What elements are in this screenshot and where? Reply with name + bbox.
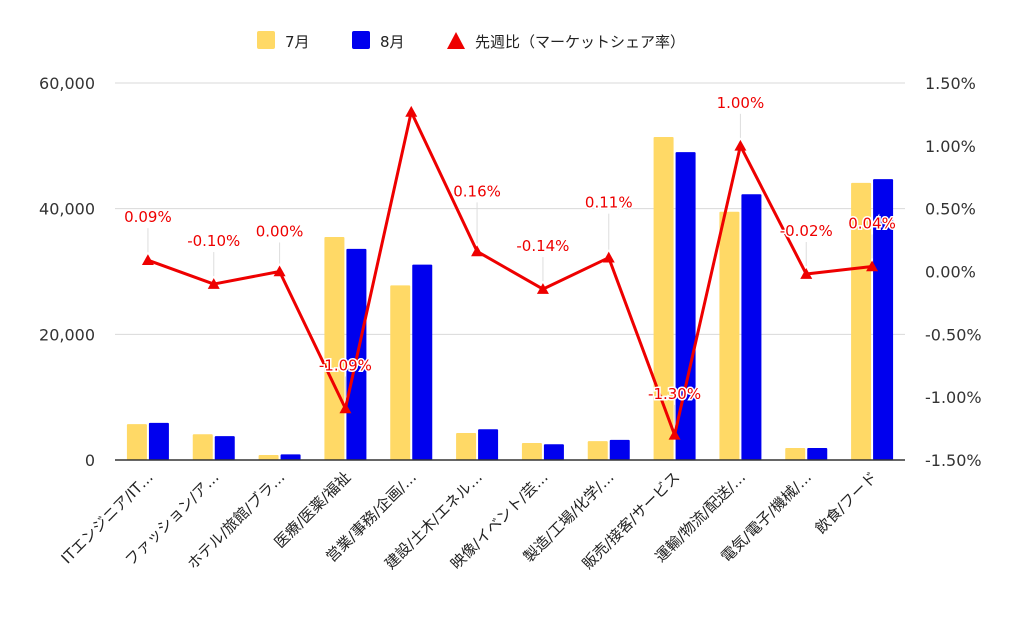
- bar-jul: [653, 137, 674, 460]
- bar-aug: [609, 439, 630, 460]
- data-label: 0.04%: [848, 214, 896, 232]
- data-label: -1.30%: [648, 385, 701, 403]
- line-point-marker: [866, 260, 879, 272]
- y-right-tick-label: -1.50%: [925, 451, 982, 470]
- bar-jul: [851, 182, 872, 460]
- bar-aug: [214, 436, 235, 460]
- line-point-marker: [471, 245, 484, 257]
- bar-aug: [148, 422, 169, 460]
- bar-jul: [390, 285, 411, 460]
- data-label: 0.00%: [256, 223, 304, 241]
- line-point-marker: [141, 254, 154, 265]
- bar-jul: [456, 432, 477, 460]
- bar-aug: [543, 444, 564, 460]
- y-right-tick-label: -1.00%: [925, 388, 982, 407]
- y-left-tick-label: 60,000: [39, 74, 95, 93]
- bar-aug: [741, 194, 762, 460]
- bar-aug: [280, 454, 301, 460]
- data-label: -1.09%: [319, 356, 372, 374]
- data-label: 0.09%: [124, 208, 172, 226]
- y-right-tick-label: 0.50%: [925, 200, 976, 219]
- data-label: 0.16%: [453, 182, 501, 200]
- y-right-tick-label: 0.00%: [925, 263, 976, 282]
- legend-label: 8月: [380, 33, 405, 51]
- bar-jul: [126, 424, 147, 460]
- bar-aug: [873, 179, 894, 460]
- y-left-tick-label: 20,000: [39, 325, 95, 344]
- legend-label: 7月: [285, 33, 310, 51]
- bar-jul: [192, 434, 213, 460]
- legend-label: 先週比（マーケットシェア率）: [475, 33, 685, 51]
- line-point-marker: [339, 402, 352, 414]
- line-point-marker: [602, 251, 615, 263]
- bar-aug: [807, 448, 828, 460]
- bar-jul: [785, 448, 806, 460]
- data-label: -0.10%: [187, 232, 240, 250]
- legend-swatch: [352, 31, 370, 49]
- bar-jul: [324, 236, 345, 460]
- data-label: 0.11%: [585, 194, 633, 212]
- line-point-marker: [734, 139, 747, 151]
- y-right-tick-label: 1.00%: [925, 137, 976, 156]
- bar-aug: [675, 152, 696, 460]
- line-point-marker: [668, 428, 681, 440]
- bar-jul: [521, 443, 542, 460]
- line-point-marker: [800, 268, 813, 279]
- bar-aug: [412, 264, 433, 460]
- line-point-marker: [273, 265, 286, 277]
- y-right-tick-label: 1.50%: [925, 74, 976, 93]
- legend-swatch: [447, 32, 465, 49]
- bar-jul: [587, 441, 608, 460]
- bar-aug: [478, 429, 499, 460]
- x-category-label: 飲食/フード: [812, 468, 881, 537]
- legend-swatch: [257, 31, 275, 49]
- bar-jul: [719, 211, 740, 460]
- data-label: -0.14%: [516, 237, 569, 255]
- data-label: -0.02%: [780, 222, 833, 240]
- line-point-marker: [536, 283, 549, 294]
- bar-jul: [258, 454, 279, 460]
- y-right-tick-label: -0.50%: [925, 325, 982, 344]
- y-left-tick-label: 40,000: [39, 200, 95, 219]
- line-point-marker: [207, 278, 220, 289]
- data-label: 1.00%: [717, 94, 765, 112]
- line-series-market-share: [147, 110, 873, 437]
- line-point-marker: [405, 105, 418, 117]
- y-left-tick-label: 0: [85, 451, 95, 470]
